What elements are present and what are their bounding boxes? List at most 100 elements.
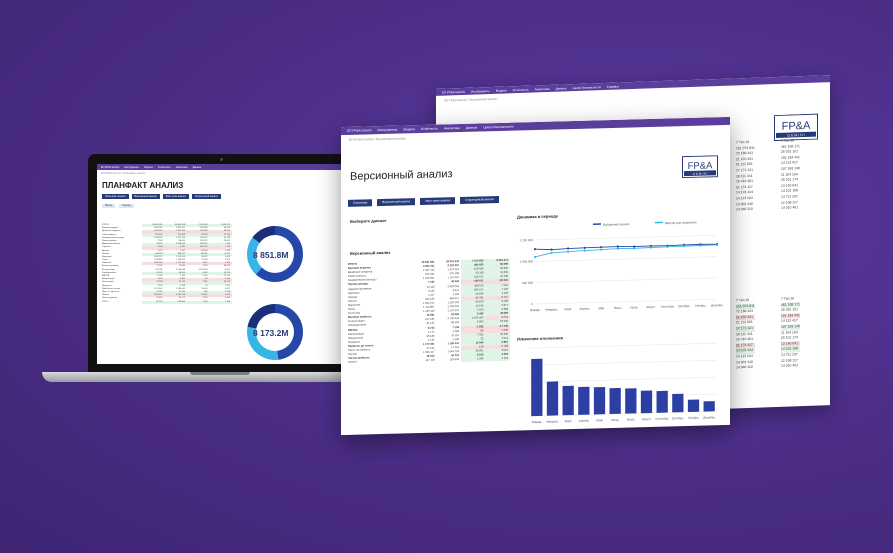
nav-item[interactable]: Отчётность <box>512 87 529 92</box>
table-row[interactable]: EBITDA 8 744 7 192 -1 552 -17 749 <box>102 275 232 278</box>
grid-line <box>535 256 717 262</box>
nav-item[interactable]: Отчётность <box>420 126 438 132</box>
nav-item[interactable]: Модели <box>403 127 415 132</box>
table-cell: 6 963 <box>187 271 210 275</box>
table-cell: 7 184 <box>157 239 163 242</box>
donut-chart-1 <box>247 226 303 282</box>
table-cell: 2 332 957 <box>176 227 185 230</box>
analysis-button[interactable]: Факт-план анализ <box>162 194 189 199</box>
table-cell: 1 044 718 <box>164 294 187 298</box>
table-cell: 1 670 112 <box>164 230 187 234</box>
table-row[interactable]: Операционные 41 141 48 104 6 963 16 924 <box>102 271 232 275</box>
brand-label[interactable]: ЕП FP&A Gemini <box>101 165 120 169</box>
table-row[interactable]: Аренда 1 117 1 102 44 184 1 156 <box>102 250 232 253</box>
bar <box>609 387 621 415</box>
table-cell: 20 601 <box>187 294 210 298</box>
tab-period[interactable]: Период <box>119 204 134 208</box>
x-tick-label: Март <box>565 419 573 423</box>
analysis-button[interactable]: Версионный анализ <box>377 198 416 207</box>
table-cell: 126 471 <box>200 236 208 239</box>
table-row[interactable]: ИТОГИ 36 691 551 39 001 918 7 079 553 5 015 … <box>102 224 232 228</box>
legend-swatch <box>655 221 663 224</box>
tab-month[interactable]: Месяц <box>102 204 116 208</box>
section-title-table: Версионный анализ <box>350 249 391 256</box>
table-cell: 6 628 <box>224 255 230 258</box>
table-row[interactable]: ИТОГО 117 110 118 404 1 294 1 104 <box>102 300 232 304</box>
table-row[interactable]: Логистика 1 169 116 1 172 431 3 315 0 284 <box>102 262 232 266</box>
nav-item[interactable]: Модели <box>495 87 507 93</box>
nav-item[interactable]: Аналитика <box>175 165 188 169</box>
data-point <box>533 248 537 251</box>
table-cell: 0 284 <box>209 262 232 266</box>
nav-item[interactable]: Аналитика <box>534 86 550 91</box>
table-cell: 1 294 <box>187 300 210 304</box>
row-label: ИТОГО <box>348 360 357 365</box>
table-row[interactable]: Валовая выручка 2 261 911 2 332 957 454 930… <box>102 227 232 230</box>
table-row[interactable]: Административные 13 110 2 418 005 458 975 7 … <box>102 243 232 247</box>
nav-item[interactable]: Аналитика <box>443 125 460 131</box>
table-row[interactable]: Проценты 1 125 1 160 35 3 111 <box>102 285 232 288</box>
brand-label[interactable]: ЕП FP&A Gemini <box>347 128 372 133</box>
table-cell: 3 315 <box>187 262 210 266</box>
table-cell: 2 102 <box>202 297 208 300</box>
nav-item[interactable]: Инструменты <box>471 88 490 94</box>
table-cell: 4 700 644 <box>176 268 185 271</box>
table-row[interactable]: Финансовые 23 184 31 115 7 931 34 209 <box>102 281 232 285</box>
table-row[interactable]: Валовая прибыль 12 591 22 084 5 493 43 629 <box>102 265 232 268</box>
analysis-button[interactable]: Структурный анализ <box>191 194 221 199</box>
table-row[interactable]: Маркетинг 1 054 271 1 124 150 69 879 6 628 <box>102 256 232 259</box>
analysis-button[interactable]: План-факт анализ <box>102 194 129 199</box>
table-cell: 147 181 <box>155 268 163 271</box>
table-cell: -36 781 <box>187 252 210 256</box>
analysis-button[interactable]: Факт-план анализ <box>420 197 456 206</box>
x-tick-label: Апрель <box>579 419 590 423</box>
table-cell: 1 627 115 <box>142 230 165 234</box>
table-row[interactable]: Денежные средства 1 627 115 1 670 112 158 9… <box>102 230 232 234</box>
table-cell: 16 924 <box>209 271 232 275</box>
fpa-logo-icon: FP&A G E M I N I <box>774 113 818 142</box>
table-cell: 7 931 <box>187 281 210 285</box>
row-label: Финансовые <box>102 281 114 284</box>
laptop-nav-bar: ЕП FP&A Gemini Инструменты Модели Отчётн… <box>97 164 347 170</box>
nav-item[interactable]: Справка <box>606 84 619 89</box>
table-row[interactable]: Чистая прибыль 42 610 44 712 2 102 4 933 <box>102 297 232 300</box>
table-row[interactable]: Зарплата 5 143 6 411 662 571 7 123 <box>102 246 232 250</box>
table-row[interactable]: Прочие 1 024 117 1 044 718 20 601 2 012 <box>102 294 232 298</box>
nav-item[interactable]: Данные <box>192 165 202 169</box>
analysis-button[interactable]: Структура <box>348 199 373 207</box>
y-tick-label: 1 250 000 <box>520 238 534 242</box>
nav-item[interactable]: Отчётность <box>157 165 171 169</box>
table-row[interactable]: Консультации 147 181 4 700 644 4 553 463 -2 … <box>102 269 232 272</box>
nav-item[interactable]: Данные <box>465 125 478 130</box>
table-row[interactable]: Прочие доходы 7 184 46 094 -192 611 -18 441 <box>102 240 232 243</box>
back-column-3: 7 Тип 16 151 074 811 72 180 441 21 670 431 2… <box>736 298 755 371</box>
nav-item[interactable]: Инструменты <box>124 165 140 169</box>
table-row[interactable]: Себестоимость 515 641 576 108 63 118 11 254 <box>102 233 232 237</box>
table-row[interactable]: Прибыль до налога 1 170 401 1 180 441 10 04… <box>102 288 232 291</box>
table-row[interactable]: Коммерческие расходы 1 136 901 1 197 410 12… <box>102 237 232 240</box>
analysis-button[interactable]: Структурный анализ <box>460 195 499 204</box>
x-tick-label: Сентябрь <box>655 416 669 420</box>
nav-item[interactable]: Центр безопасности <box>572 84 601 90</box>
data-point <box>666 245 669 248</box>
back-cell: 14 040 110 <box>736 364 753 370</box>
analysis-button[interactable]: Версионный анализ <box>131 194 160 199</box>
nav-item[interactable]: Центр безопасности <box>483 124 514 130</box>
table-row[interactable]: Связь 1 744 807 1 760 001 15 194 0 871 <box>102 259 232 262</box>
table-cell: 117 110 <box>142 300 165 304</box>
section-title-select: Выберите данные <box>350 217 387 224</box>
nav-item[interactable]: Инструменты <box>377 127 398 133</box>
row-label: Налоги <box>102 252 109 255</box>
table-row[interactable]: Налоги 544 125 484 917 -36 781 -6 157 <box>102 252 232 256</box>
table-row[interactable]: Налог на прибыль 17 141 17 011 -130 -0 758 <box>102 290 232 295</box>
table-row[interactable]: Амортизация 1 171 1 082 -89 -7 600 <box>102 278 232 282</box>
bar <box>672 393 684 413</box>
x-tick-label: Январь <box>530 308 541 312</box>
nav-item[interactable]: Данные <box>555 85 567 91</box>
nav-item[interactable]: Модели <box>144 165 153 169</box>
bar <box>656 390 668 413</box>
row-label: Чистая прибыль <box>102 297 118 300</box>
table-cell: 48 104 <box>164 271 187 275</box>
brand-label[interactable]: ЕП FP&A Gemini <box>442 89 465 95</box>
table-cell: 7 079 553 <box>187 224 210 228</box>
